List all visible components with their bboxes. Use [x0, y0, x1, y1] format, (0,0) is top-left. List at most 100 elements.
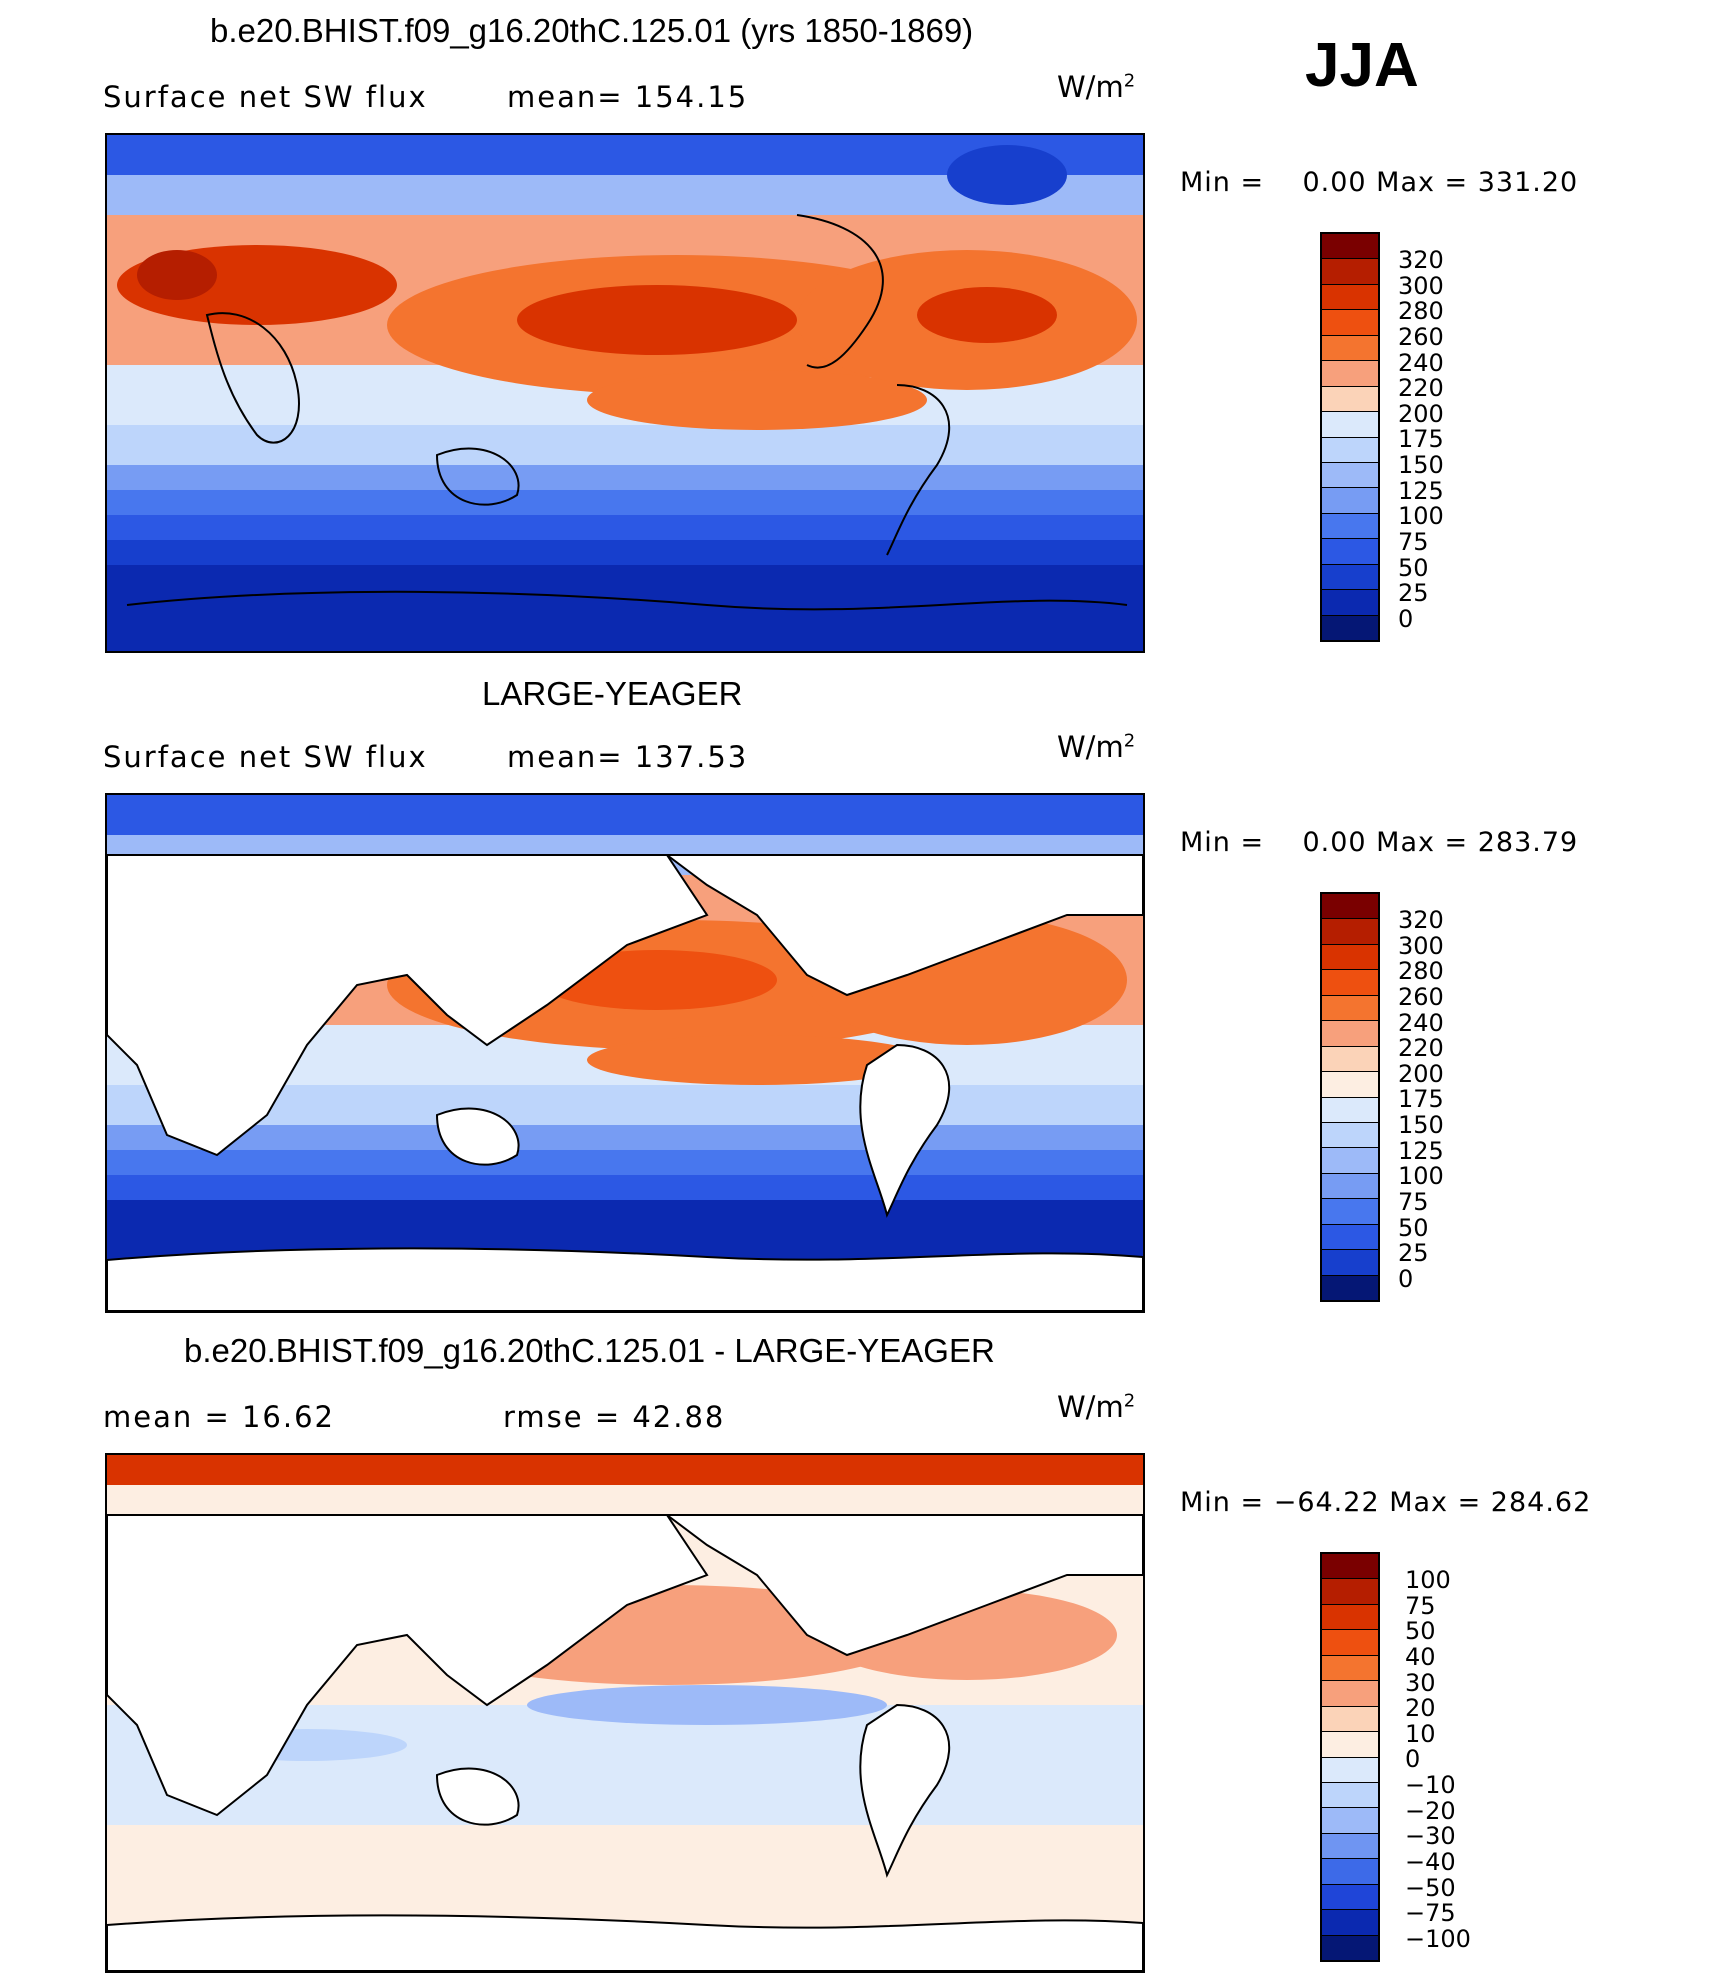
- panel2-title: LARGE-YEAGER: [482, 675, 743, 712]
- colorbar-swatch: [1322, 564, 1378, 591]
- colorbar-label: 260: [1398, 322, 1444, 351]
- panel2-map: [105, 793, 1145, 1313]
- colorbar-swatch: [1322, 590, 1378, 616]
- colorbar-label: 75: [1398, 527, 1429, 556]
- colorbar-swatch: [1322, 1859, 1378, 1885]
- colorbar-swatch: [1322, 310, 1378, 336]
- colorbar-swatch: [1322, 1681, 1378, 1707]
- panel3-mean: mean = 16.62: [103, 1400, 335, 1434]
- colorbar-swatch: [1322, 1732, 1378, 1758]
- colorbar-label: 200: [1398, 1059, 1444, 1088]
- colorbar-label: −10: [1405, 1771, 1456, 1799]
- colorbar-label: 125: [1398, 1136, 1444, 1165]
- panel2-minmax: Min = 0.00 Max = 283.79: [1180, 827, 1579, 858]
- colorbar-swatch: [1322, 1655, 1378, 1682]
- colorbar-label: 0: [1398, 1264, 1414, 1293]
- colorbar-swatch: [1322, 1021, 1378, 1047]
- colorbar-label: 50: [1398, 553, 1429, 582]
- panel2-mean: mean= 137.53: [507, 740, 749, 774]
- colorbar-swatch: [1322, 335, 1378, 362]
- colorbar-label: 150: [1398, 1111, 1444, 1139]
- colorbar-label: 320: [1398, 246, 1444, 274]
- panel2-variable: Surface net SW flux: [103, 740, 428, 774]
- colorbar-swatch: [1322, 513, 1378, 540]
- panel1-variable: Surface net SW flux: [103, 80, 428, 114]
- panel3-map: [105, 1453, 1145, 1973]
- colorbar-label: 0: [1405, 1745, 1421, 1774]
- colorbar-label: 30: [1405, 1668, 1436, 1697]
- colorbar-swatch: [1322, 1757, 1378, 1783]
- colorbar-label: 40: [1405, 1642, 1436, 1671]
- colorbar-swatch: [1322, 944, 1378, 971]
- colorbar-label: 20: [1405, 1694, 1436, 1723]
- colorbar-swatch: [1322, 284, 1378, 311]
- season-label: JJA: [1305, 31, 1419, 100]
- colorbar-label: 320: [1398, 906, 1444, 934]
- colorbar-label: 75: [1398, 1187, 1429, 1216]
- panel3-colorbar-segments: [1322, 1554, 1378, 1960]
- colorbar-label: 100: [1398, 1162, 1444, 1191]
- panel1-colorbar: [1320, 232, 1380, 642]
- colorbar-label: 75: [1405, 1591, 1436, 1620]
- colorbar-label: 200: [1398, 399, 1444, 428]
- colorbar-swatch: [1322, 437, 1378, 463]
- colorbar-swatch: [1322, 1706, 1378, 1733]
- colorbar-swatch: [1322, 1554, 1378, 1580]
- colorbar-swatch: [1322, 970, 1378, 996]
- panel1-title: b.e20.BHIST.f09_g16.20thC.125.01 (yrs 18…: [210, 12, 974, 49]
- colorbar-swatch: [1322, 1808, 1378, 1834]
- colorbar-label: 280: [1398, 957, 1444, 986]
- colorbar-label: 240: [1398, 348, 1444, 377]
- colorbar-label: 100: [1405, 1566, 1451, 1594]
- colorbar-swatch: [1322, 386, 1378, 413]
- colorbar-label: −100: [1405, 1924, 1471, 1953]
- panel1-mean: mean= 154.15: [507, 80, 749, 114]
- colorbar-label: 10: [1405, 1719, 1436, 1748]
- colorbar-swatch: [1322, 1935, 1378, 1960]
- panel3-title: b.e20.BHIST.f09_g16.20thC.125.01 - LARGE…: [184, 1332, 995, 1369]
- colorbar-swatch: [1322, 1275, 1378, 1300]
- colorbar-swatch: [1322, 462, 1378, 489]
- colorbar-swatch: [1322, 259, 1378, 285]
- colorbar-swatch: [1322, 1833, 1378, 1860]
- colorbar-swatch: [1322, 1072, 1378, 1098]
- colorbar-swatch: [1322, 1173, 1378, 1200]
- colorbar-swatch: [1322, 1250, 1378, 1276]
- colorbar-swatch: [1322, 1046, 1378, 1073]
- colorbar-swatch: [1322, 615, 1378, 640]
- panel3-units: W/m2: [1057, 1390, 1136, 1424]
- colorbar-label: 150: [1398, 451, 1444, 479]
- colorbar-swatch: [1322, 919, 1378, 945]
- colorbar-label: 280: [1398, 297, 1444, 326]
- colorbar-swatch: [1322, 1579, 1378, 1605]
- colorbar-label: 25: [1398, 1239, 1429, 1268]
- colorbar-swatch: [1322, 1148, 1378, 1174]
- colorbar-label: 100: [1398, 502, 1444, 531]
- colorbar-swatch: [1322, 1604, 1378, 1631]
- panel3-minmax: Min = −64.22 Max = 284.62: [1180, 1487, 1592, 1518]
- colorbar-label: 175: [1398, 425, 1444, 454]
- colorbar-label: 220: [1398, 374, 1444, 403]
- colorbar-label: 260: [1398, 982, 1444, 1011]
- colorbar-label: 125: [1398, 476, 1444, 505]
- panel2-units: W/m2: [1057, 730, 1136, 764]
- colorbar-swatch: [1322, 1884, 1378, 1911]
- colorbar-swatch: [1322, 894, 1378, 920]
- colorbar-label: 300: [1398, 931, 1444, 960]
- panel3-colorbar: [1320, 1552, 1380, 1962]
- colorbar-swatch: [1322, 1122, 1378, 1149]
- panel2-colorbar: [1320, 892, 1380, 1302]
- colorbar-swatch: [1322, 1630, 1378, 1656]
- colorbar-swatch: [1322, 1782, 1378, 1809]
- colorbar-swatch: [1322, 1199, 1378, 1225]
- colorbar-swatch: [1322, 234, 1378, 260]
- colorbar-label: 175: [1398, 1085, 1444, 1114]
- colorbar-label: 300: [1398, 271, 1444, 300]
- colorbar-label: 240: [1398, 1008, 1444, 1037]
- colorbar-label: 50: [1398, 1213, 1429, 1242]
- colorbar-swatch: [1322, 995, 1378, 1022]
- colorbar-label: −30: [1405, 1822, 1456, 1851]
- panel3-rmse: rmse = 42.88: [503, 1400, 726, 1434]
- colorbar-label: −75: [1405, 1899, 1456, 1928]
- panel2-colorbar-segments: [1322, 894, 1378, 1300]
